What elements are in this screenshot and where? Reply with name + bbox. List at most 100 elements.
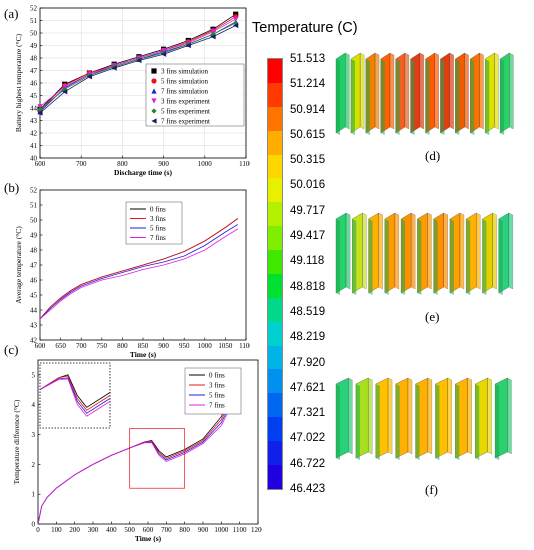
x-tick-label: 900 — [158, 160, 169, 168]
y-tick-label: 41 — [30, 142, 38, 150]
colorbar-band — [268, 297, 282, 322]
panel-label: (a) — [4, 6, 18, 21]
x-tick-label: 1000 — [198, 160, 213, 168]
fin-shadow — [395, 384, 400, 460]
series-line — [37, 395, 237, 525]
colorbar-tick-label: 48.818 — [290, 280, 326, 293]
fin — [415, 377, 433, 460]
legend-entry: 3 fins experiment — [161, 98, 210, 106]
x-tick-label: 800 — [117, 342, 128, 350]
fin-shadow — [425, 59, 430, 135]
y-tick-label: 48 — [30, 246, 38, 254]
fin-shadow — [435, 384, 440, 460]
y-tick-label: 49 — [30, 231, 38, 239]
fin-side — [467, 377, 472, 455]
colorbar-band — [268, 178, 282, 203]
y-tick-label: 46 — [30, 276, 38, 284]
colorbar-tick-label: 50.016 — [290, 179, 326, 192]
fin-shadow — [433, 219, 438, 295]
fin-shadow — [336, 219, 340, 295]
fin-shadow — [455, 59, 460, 135]
x-tick-label: 750 — [97, 342, 108, 350]
rendering-d — [335, 52, 514, 135]
x-tick-label: 1100 — [239, 342, 250, 350]
fin-side — [404, 52, 410, 130]
y-tick-label: 5 — [32, 371, 36, 379]
fin-side — [434, 52, 439, 130]
y-tick-label: 51 — [30, 17, 38, 25]
fin — [395, 377, 413, 460]
fin — [410, 52, 424, 135]
y-tick-label: 3 — [32, 431, 36, 439]
data-point — [151, 98, 157, 104]
y-tick-label: 50 — [30, 29, 38, 37]
fin-shadow — [498, 219, 503, 295]
colorbar-band — [268, 273, 282, 298]
data-point — [161, 51, 167, 57]
x-tick-label: 100 — [51, 526, 62, 534]
x-tick-label: 1100 — [239, 160, 250, 168]
data-point — [136, 57, 142, 64]
fin-side — [508, 212, 513, 290]
colorbar-band — [268, 106, 282, 131]
fin-side — [387, 377, 393, 455]
legend-entry: 3 fins — [209, 382, 225, 390]
fin-shadow — [495, 384, 500, 460]
panel-label: (b) — [4, 180, 19, 195]
fin-shadow — [500, 59, 505, 135]
y-axis-label: Battery highest temperature (°C) — [14, 33, 23, 132]
data-point — [233, 22, 239, 29]
fin-shadow — [466, 219, 471, 295]
fin-side — [362, 212, 367, 290]
x-tick-label: 700 — [161, 526, 172, 534]
fin — [455, 52, 469, 135]
y-tick-label: 42 — [30, 336, 38, 344]
fin — [400, 212, 416, 295]
inset-series-line — [39, 378, 111, 417]
fin-side — [407, 377, 413, 455]
fin-side — [427, 377, 433, 455]
fin — [466, 212, 481, 295]
data-point — [151, 118, 157, 124]
fin — [435, 377, 452, 460]
colorbar-tick-label: 48.519 — [290, 305, 326, 318]
x-tick-label: 800 — [117, 160, 128, 168]
y-tick-label: 4 — [32, 401, 36, 409]
x-tick-label: 200 — [69, 526, 80, 534]
x-tick-label: 1000 — [198, 342, 213, 350]
fin-side — [368, 377, 373, 455]
data-point — [151, 68, 157, 74]
rendering-f — [335, 377, 512, 460]
fin-shadow — [395, 59, 400, 135]
fin-shadow — [417, 219, 422, 295]
fin-shadow — [350, 59, 355, 135]
colorbar-band — [268, 59, 282, 83]
data-point — [62, 89, 68, 95]
colorbar-band — [268, 369, 282, 394]
inset-series-line — [39, 375, 111, 411]
colorbar-band — [268, 226, 282, 250]
fin — [335, 212, 351, 295]
fin-shadow — [336, 59, 340, 135]
x-axis-label: Time (s) — [130, 350, 157, 359]
legend-entry: 7 fins — [150, 234, 166, 242]
fin — [355, 377, 373, 460]
fin-side — [360, 52, 365, 130]
y-tick-label: 48 — [30, 54, 38, 62]
colorbar-band — [268, 154, 282, 179]
fin — [499, 52, 514, 135]
legend-entry: 5 fins experiment — [161, 108, 210, 116]
y-axis-label: Average temperature (°C) — [14, 226, 23, 304]
fin-side — [449, 52, 454, 130]
x-tick-label: 900 — [158, 342, 169, 350]
fin-side — [394, 212, 400, 290]
fin-side — [345, 52, 350, 130]
fin — [482, 212, 497, 295]
data-point — [37, 110, 43, 116]
colorbar-band — [268, 202, 282, 227]
colorbar-band — [268, 417, 282, 441]
y-tick-label: 45 — [30, 92, 38, 100]
y-tick-label: 47 — [30, 67, 38, 75]
colorbar-band — [268, 321, 282, 346]
fin-shadow — [375, 384, 380, 460]
